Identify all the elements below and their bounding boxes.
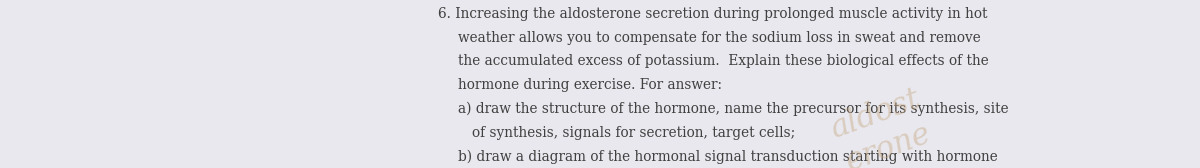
Text: weather allows you to compensate for the sodium loss in sweat and remove: weather allows you to compensate for the… (458, 31, 982, 45)
Text: aldost
erone: aldost erone (827, 84, 937, 168)
Text: 6. Increasing the aldosterone secretion during prolonged muscle activity in hot: 6. Increasing the aldosterone secretion … (438, 7, 988, 21)
Text: hormone during exercise. For answer:: hormone during exercise. For answer: (458, 78, 722, 92)
Text: b) draw a diagram of the hormonal signal transduction starting with hormone: b) draw a diagram of the hormonal signal… (458, 150, 998, 164)
Text: the accumulated excess of potassium.  Explain these biological effects of the: the accumulated excess of potassium. Exp… (458, 54, 989, 69)
Text: a) draw the structure of the hormone, name the precursor for its synthesis, site: a) draw the structure of the hormone, na… (458, 102, 1009, 116)
Text: of synthesis, signals for secretion, target cells;: of synthesis, signals for secretion, tar… (472, 126, 794, 140)
